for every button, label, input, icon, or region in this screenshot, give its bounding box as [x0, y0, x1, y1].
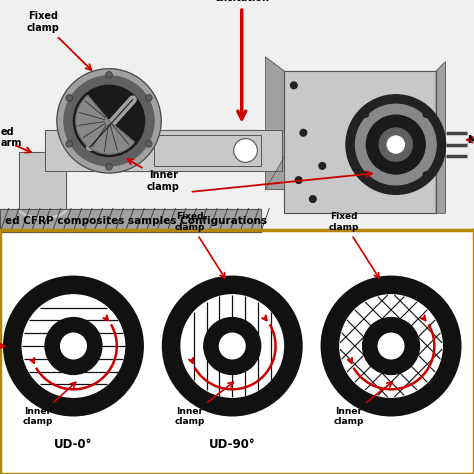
Bar	[284, 71, 436, 213]
Text: UD-0°: UD-0°	[55, 438, 92, 451]
Circle shape	[387, 136, 404, 153]
Text: UD-90°: UD-90°	[209, 438, 255, 451]
Circle shape	[310, 196, 316, 202]
Polygon shape	[265, 156, 284, 190]
Text: Fixed
clamp: Fixed clamp	[174, 212, 225, 278]
Wedge shape	[76, 95, 135, 154]
Circle shape	[45, 318, 102, 374]
Circle shape	[366, 115, 425, 174]
Circle shape	[146, 95, 152, 101]
Circle shape	[22, 295, 125, 397]
Bar	[19, 152, 66, 209]
Circle shape	[219, 333, 245, 359]
Bar	[154, 135, 261, 166]
Circle shape	[106, 164, 112, 170]
Text: Fixed
clamp: Fixed clamp	[328, 212, 379, 278]
Text: Inner
clamp: Inner clamp	[333, 382, 392, 426]
Circle shape	[291, 82, 297, 89]
Bar	[0, 209, 261, 232]
Circle shape	[61, 333, 86, 359]
Bar	[0, 0, 474, 230]
Circle shape	[5, 277, 142, 415]
Polygon shape	[436, 62, 446, 213]
Circle shape	[164, 277, 301, 415]
Circle shape	[64, 76, 154, 166]
Circle shape	[423, 111, 429, 117]
Bar	[45, 130, 282, 171]
Circle shape	[378, 333, 404, 359]
Text: Inner
clamp: Inner clamp	[128, 159, 180, 191]
Text: Inner
clamp: Inner clamp	[23, 383, 76, 426]
Bar	[19, 152, 66, 209]
Bar	[0, 230, 474, 474]
Circle shape	[106, 72, 112, 78]
Circle shape	[66, 95, 73, 101]
Circle shape	[66, 141, 73, 147]
Polygon shape	[265, 57, 284, 190]
Bar	[154, 135, 261, 166]
Circle shape	[356, 104, 436, 185]
Circle shape	[57, 69, 161, 173]
Text: Hammer
excitation: Hammer excitation	[214, 0, 269, 3]
Circle shape	[379, 128, 412, 161]
Text: ed
arm: ed arm	[1, 127, 22, 148]
Circle shape	[346, 95, 446, 194]
Bar	[284, 71, 436, 213]
Text: Inner
clamp: Inner clamp	[174, 382, 233, 426]
Circle shape	[322, 277, 460, 415]
Circle shape	[295, 177, 302, 183]
Bar	[45, 130, 282, 171]
Text: Momen: Momen	[467, 135, 474, 145]
Circle shape	[146, 141, 152, 147]
Circle shape	[234, 138, 257, 163]
Text: ed CFRP composites samples Configurations: ed CFRP composites samples Configuration…	[5, 216, 267, 226]
Circle shape	[363, 111, 368, 117]
Circle shape	[340, 295, 442, 397]
Circle shape	[423, 172, 429, 178]
Circle shape	[204, 318, 261, 374]
Text: Fixed
clamp: Fixed clamp	[26, 11, 91, 70]
Circle shape	[73, 85, 145, 156]
Circle shape	[363, 172, 368, 178]
Bar	[0, 209, 261, 232]
Circle shape	[300, 129, 307, 136]
Circle shape	[363, 318, 419, 374]
Circle shape	[319, 163, 326, 169]
Circle shape	[181, 295, 283, 397]
